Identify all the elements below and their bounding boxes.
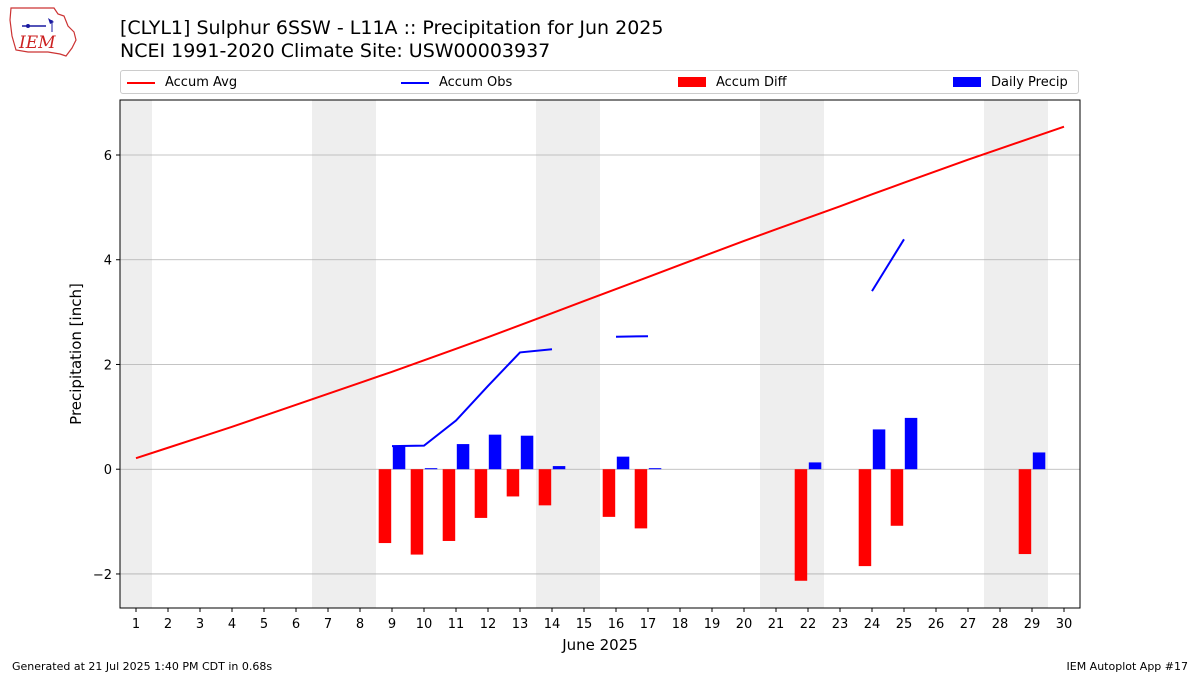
accum-diff-bar <box>858 469 872 567</box>
x-axis-label: June 2025 <box>561 636 638 654</box>
x-tick-label: 10 <box>416 617 433 632</box>
legend-label-daily-precip: Daily Precip <box>991 75 1068 90</box>
x-tick-label: 1 <box>132 617 140 632</box>
accum-diff-bar <box>538 469 552 506</box>
x-tick-label: 12 <box>480 617 497 632</box>
weekend-band <box>344 100 376 608</box>
x-tick-label: 13 <box>512 617 529 632</box>
chart-subtitle: NCEI 1991-2020 Climate Site: USW00003937 <box>120 40 551 62</box>
legend-swatch-accum-obs <box>401 82 429 84</box>
daily-precip-bar <box>456 444 470 470</box>
x-tick-label: 7 <box>324 617 332 632</box>
logo-text: IEM <box>18 33 56 53</box>
x-tick-label: 9 <box>388 617 396 632</box>
accum-diff-bar <box>602 469 616 517</box>
y-tick-label: 6 <box>104 149 112 164</box>
y-tick-label: 2 <box>104 358 112 373</box>
x-tick-label: 6 <box>292 617 300 632</box>
x-tick-label: 26 <box>928 617 945 632</box>
iem-logo: IEM <box>9 7 77 57</box>
accum-avg-line <box>135 125 1065 460</box>
accum-diff-bar <box>410 469 424 555</box>
daily-precip-bar <box>904 417 918 470</box>
x-tick-label: 8 <box>356 617 364 632</box>
daily-precip-bar <box>616 456 630 470</box>
accum-diff-bar <box>1018 469 1032 555</box>
weekend-band <box>120 100 152 608</box>
daily-precip-bar <box>488 434 502 470</box>
accum-diff-bar <box>794 469 808 581</box>
daily-precip-bar <box>424 468 438 470</box>
chart-title: [CLYL1] Sulphur 6SSW - L11A :: Precipita… <box>120 17 664 39</box>
x-tick-label: 4 <box>228 617 236 632</box>
x-tick-label: 11 <box>448 617 465 632</box>
x-tick-label: 28 <box>992 617 1009 632</box>
y-tick-label: 0 <box>104 463 112 478</box>
accum-diff-bar <box>634 469 648 529</box>
x-tick-label: 18 <box>672 617 689 632</box>
x-tick-label: 23 <box>832 617 849 632</box>
x-tick-label: 21 <box>768 617 785 632</box>
legend-swatch-accum-avg <box>127 82 155 84</box>
weekend-band <box>568 100 600 608</box>
footer-generated: Generated at 21 Jul 2025 1:40 PM CDT in … <box>12 660 273 673</box>
daily-precip-bar <box>648 468 662 470</box>
x-tick-label: 19 <box>704 617 721 632</box>
daily-precip-bar <box>872 429 886 470</box>
daily-precip-bar <box>552 466 566 470</box>
y-axis-label: Precipitation [inch] <box>67 283 85 425</box>
accum-diff-bar <box>442 469 456 541</box>
daily-precip-bar <box>1032 452 1046 470</box>
accum-diff-bar <box>506 469 520 497</box>
x-tick-label: 5 <box>260 617 268 632</box>
x-tick-label: 22 <box>800 617 817 632</box>
daily-precip-bar <box>520 435 534 470</box>
plot-frame <box>119 99 1081 609</box>
daily-precip-bar <box>392 446 406 470</box>
accum-obs-line <box>615 335 649 338</box>
footer-app: IEM Autoplot App #17 <box>1066 660 1189 673</box>
x-tick-label: 29 <box>1024 617 1041 632</box>
weekend-band <box>312 100 344 608</box>
x-tick-label: 2 <box>164 617 172 632</box>
weekend-band <box>984 100 1016 608</box>
accum-diff-bar <box>890 469 904 526</box>
y-tick-label: 4 <box>104 254 112 269</box>
legend-label-accum-diff: Accum Diff <box>716 75 787 90</box>
daily-precip-bar <box>808 462 822 470</box>
accum-obs-line <box>871 238 905 292</box>
x-tick-label: 16 <box>608 617 625 632</box>
x-tick-label: 3 <box>196 617 204 632</box>
x-tick-label: 15 <box>576 617 593 632</box>
x-tick-label: 25 <box>896 617 913 632</box>
x-tick-label: 14 <box>544 617 561 632</box>
accum-obs-line <box>391 348 553 448</box>
accum-diff-bar <box>378 469 392 544</box>
legend-label-accum-avg: Accum Avg <box>165 75 238 90</box>
x-tick-label: 20 <box>736 617 753 632</box>
weekend-band <box>536 100 568 608</box>
legend-swatch-daily-precip <box>953 77 981 87</box>
x-tick-label: 27 <box>960 617 977 632</box>
legend-label-accum-obs: Accum Obs <box>439 75 513 90</box>
x-tick-label: 24 <box>864 617 881 632</box>
legend: Accum Avg Accum Obs Accum Diff Daily Pre… <box>120 70 1079 94</box>
x-tick-label: 30 <box>1056 617 1073 632</box>
weekend-band <box>760 100 792 608</box>
y-tick-label: −2 <box>93 568 112 583</box>
legend-swatch-accum-diff <box>678 77 706 87</box>
x-tick-label: 17 <box>640 617 657 632</box>
accum-diff-bar <box>474 469 488 518</box>
